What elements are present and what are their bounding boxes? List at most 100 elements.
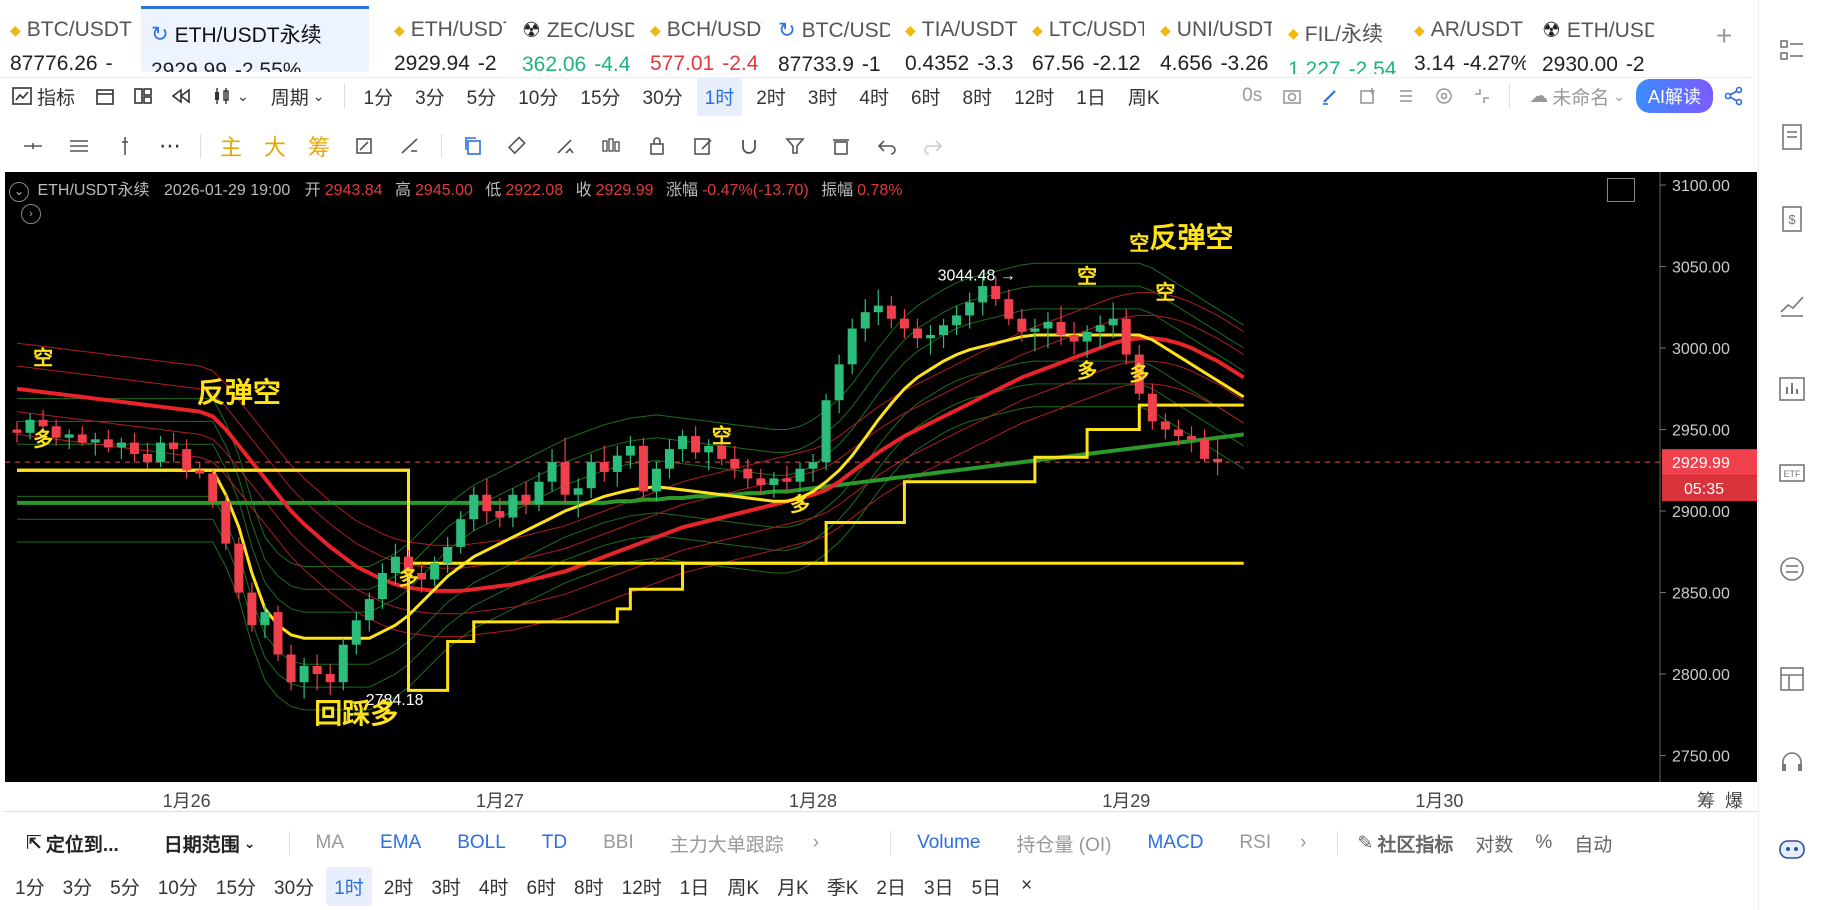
sub-indicator-button[interactable]: 持仓量 (OI): [1016, 834, 1112, 856]
main-indicator-button[interactable]: BBI: [603, 832, 634, 853]
chevron-right-icon[interactable]: ›: [1300, 832, 1307, 853]
fullscreen-icon[interactable]: [1607, 178, 1635, 202]
ticker-tab[interactable]: ↻ ETH/USDT永续 2929.99 -2.55%: [141, 6, 369, 72]
interval-button[interactable]: 5日: [971, 877, 1002, 899]
copy-icon[interactable]: [462, 135, 484, 157]
interval-button[interactable]: 8时: [962, 87, 993, 109]
interval-button[interactable]: 30分: [642, 87, 683, 109]
horizontal-line-icon[interactable]: [22, 135, 44, 157]
interval-button[interactable]: 季K: [826, 877, 859, 899]
ticker-tab[interactable]: ◆ BCH/USDT 577.01 -2.4: [640, 8, 762, 74]
interval-button[interactable]: 6时: [526, 877, 557, 899]
burst-axis-label[interactable]: 爆: [1725, 791, 1743, 811]
locate-button[interactable]: ⇱ 定位到...: [26, 830, 119, 857]
magnet-icon[interactable]: [738, 135, 760, 157]
interval-button[interactable]: 2时: [383, 877, 414, 899]
interval-button[interactable]: 1日: [679, 877, 710, 899]
ticker-tab[interactable]: ☢ETH/USDT 2930.00 -2: [1532, 8, 1654, 75]
main-indicator-button[interactable]: TD: [541, 832, 568, 853]
trend-chart-icon[interactable]: [1777, 290, 1807, 320]
interval-button[interactable]: 10分: [157, 877, 198, 899]
add-tab-button[interactable]: +: [1716, 20, 1733, 51]
headset-icon[interactable]: [1777, 748, 1807, 778]
gear-icon[interactable]: [1433, 85, 1455, 107]
interval-button[interactable]: 6时: [910, 87, 941, 109]
watchlist-icon[interactable]: [1777, 36, 1807, 66]
bar-chart-icon[interactable]: [1777, 374, 1807, 404]
interval-button[interactable]: 5分: [466, 87, 497, 109]
share-icon[interactable]: [1723, 85, 1745, 107]
sub-indicator-button[interactable]: Volume: [917, 832, 981, 853]
interval-button[interactable]: 10分: [518, 87, 559, 109]
rewind-icon[interactable]: [170, 85, 192, 107]
date-range-select[interactable]: 日期范围 ⌄: [164, 830, 256, 857]
big-order-toggle[interactable]: 大: [264, 135, 287, 160]
interval-button[interactable]: 12时: [1014, 87, 1055, 109]
ticker-tab[interactable]: ◆ FIL/永续 1.227 -2.54: [1278, 8, 1400, 74]
log-scale-toggle[interactable]: 对数: [1475, 834, 1514, 856]
ticker-tab[interactable]: ◆ AR/USDT 3.14 -4.27%: [1404, 8, 1526, 74]
interval-button[interactable]: 1分: [363, 87, 394, 109]
ticker-tab[interactable]: ◆ TIA/USDT 0.4352 -3.3: [895, 8, 1017, 74]
close-icon[interactable]: ×: [1021, 875, 1033, 896]
interval-button[interactable]: 2日: [876, 877, 906, 899]
dollar-file-icon[interactable]: $: [1777, 204, 1807, 234]
interval-button[interactable]: 1时: [326, 866, 372, 906]
period-select[interactable]: 周期 ⌄: [271, 83, 325, 110]
interval-button[interactable]: 2时: [756, 87, 786, 109]
swap-icon[interactable]: [1777, 554, 1807, 584]
ticker-tab[interactable]: ◆ BTC/USDT 87776.26-: [0, 8, 136, 74]
auto-scale-toggle[interactable]: 自动: [1574, 834, 1613, 856]
etf-icon[interactable]: ETF: [1777, 458, 1807, 488]
interval-button[interactable]: 4时: [478, 877, 509, 899]
layout-panel-icon[interactable]: [1777, 664, 1807, 694]
filter-icon[interactable]: [784, 135, 806, 157]
chips-axis-label[interactable]: 筹: [1697, 791, 1715, 811]
interval-button[interactable]: 30分: [274, 877, 315, 899]
price-chart[interactable]: 3100.00 3050.00 3000.00 2950.00 2900.00 2850.…: [5, 172, 1757, 782]
edit-note-icon[interactable]: [692, 135, 714, 157]
expand-circle-icon[interactable]: ›: [21, 204, 41, 224]
ticker-tab[interactable]: ◆ ETH/USDT 2929.94 -2: [384, 8, 506, 74]
robot-icon[interactable]: [1777, 834, 1807, 864]
calendar-icon[interactable]: [94, 85, 116, 107]
more-icon[interactable]: ⋯: [159, 133, 181, 158]
trash-icon[interactable]: [830, 135, 852, 157]
interval-button[interactable]: 周K: [1127, 87, 1160, 109]
magic-brush-icon[interactable]: [353, 135, 375, 157]
candle-type-select[interactable]: ⌄: [211, 85, 249, 107]
lock-icon[interactable]: [646, 135, 668, 157]
ticker-tab[interactable]: ☢ZEC/USDT 362.06 -4.4: [512, 8, 634, 75]
interval-button[interactable]: 1日: [1076, 87, 1106, 109]
community-indicator-button[interactable]: ✎ 社区指标: [1357, 830, 1453, 857]
pen-icon[interactable]: [554, 135, 576, 157]
interval-button[interactable]: 12时: [621, 877, 662, 899]
main-chart-toggle[interactable]: 主: [220, 135, 243, 160]
interval-button[interactable]: 1时: [696, 76, 743, 116]
interval-button[interactable]: 3时: [807, 87, 838, 109]
sub-indicator-button[interactable]: RSI: [1239, 832, 1272, 853]
interval-button[interactable]: 15分: [580, 87, 621, 109]
camera-icon[interactable]: [1281, 85, 1303, 107]
percent-scale-toggle[interactable]: %: [1535, 832, 1553, 853]
document-icon[interactable]: [1777, 122, 1807, 152]
interval-button[interactable]: 8时: [574, 877, 604, 899]
undo-icon[interactable]: [876, 135, 898, 157]
ruler-icon[interactable]: [399, 135, 421, 157]
main-indicator-button[interactable]: EMA: [380, 832, 422, 853]
interval-button[interactable]: 15分: [215, 877, 257, 899]
sub-indicator-button[interactable]: MACD: [1147, 832, 1204, 853]
interval-button[interactable]: 1分: [15, 877, 45, 899]
collapse-circle-icon[interactable]: ⌄: [9, 182, 29, 202]
candles-icon[interactable]: [600, 135, 622, 157]
list-icon[interactable]: [1395, 85, 1417, 107]
interval-button[interactable]: 3分: [62, 877, 93, 899]
layout-icon[interactable]: [132, 85, 154, 107]
interval-button[interactable]: 3时: [431, 877, 461, 899]
chart-area[interactable]: 3100.00 3050.00 3000.00 2950.00 2900.00 2850.…: [5, 172, 1757, 782]
main-indicator-button[interactable]: BOLL: [457, 832, 506, 853]
main-indicator-button[interactable]: 主力大单跟踪: [669, 834, 784, 856]
chevron-right-icon[interactable]: ›: [812, 832, 820, 853]
main-indicator-button[interactable]: MA: [315, 832, 345, 853]
ticker-tab[interactable]: ◆ LTC/USDT 67.56 -2.12: [1022, 8, 1144, 74]
